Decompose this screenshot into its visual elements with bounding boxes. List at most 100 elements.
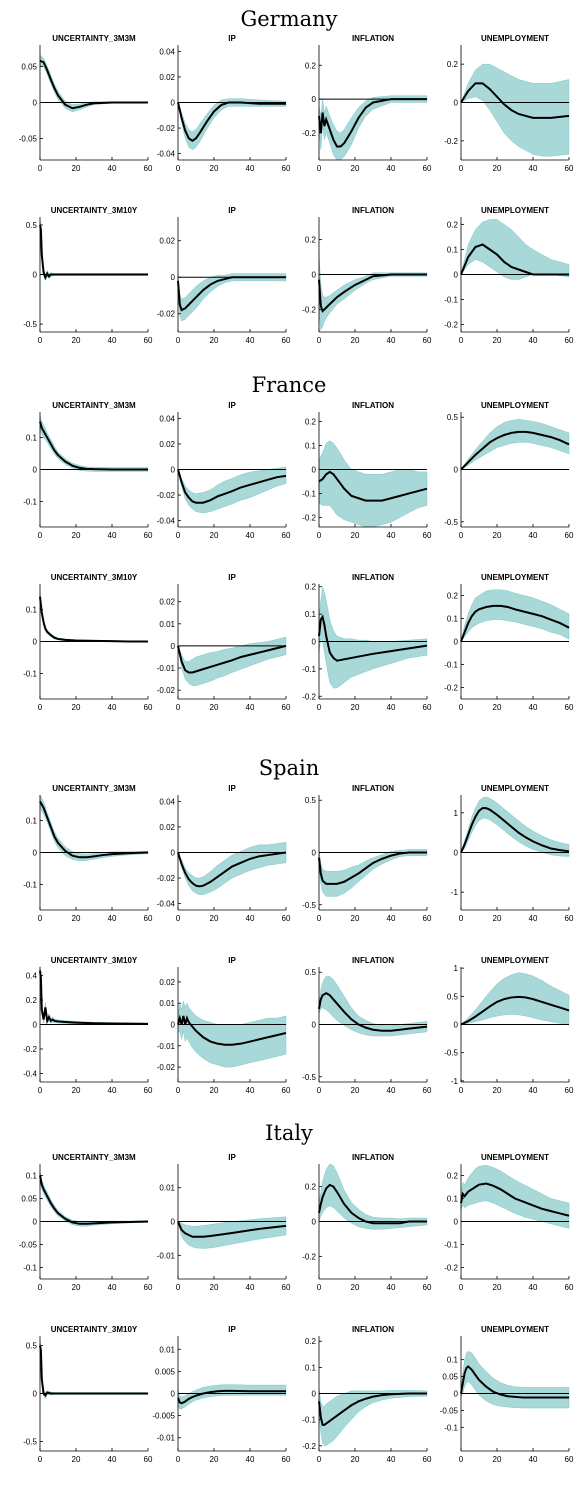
y-tick-label: 0.5 <box>305 796 317 805</box>
x-tick-label: 40 <box>529 1086 538 1095</box>
y-tick-label: 0 <box>454 849 459 858</box>
y-tick-label: 0 <box>454 466 459 475</box>
panel-germany-inflation: INFLATION 0.2 0 -0.2 0 20 40 60 <box>302 34 432 173</box>
x-tick-label: 40 <box>108 1455 117 1464</box>
x-tick-label: 0 <box>38 1086 43 1095</box>
x-tick-label: 40 <box>246 1086 255 1095</box>
panel-title: UNEMPLOYMENT <box>481 956 549 965</box>
confidence-band <box>177 98 287 151</box>
panel-title: UNCERTAINTY_3M10Y <box>51 956 138 965</box>
x-tick-label: 0 <box>176 1455 181 1464</box>
x-tick-label: 60 <box>565 531 574 540</box>
panel-title: INFLATION <box>352 206 394 215</box>
y-tick-label: 0.01 <box>159 1184 175 1193</box>
confidence-band <box>460 63 570 157</box>
x-tick-label: 40 <box>246 164 255 173</box>
x-tick-label: 40 <box>387 1455 396 1464</box>
y-tick-label: 0 <box>312 638 317 647</box>
y-tick-label: 0 <box>33 638 38 647</box>
confidence-band <box>460 1164 570 1229</box>
y-tick-label: 0.5 <box>447 992 459 1001</box>
x-tick-label: 40 <box>246 336 255 345</box>
panel-italy-ip: IP 0.01 0 -0.01 0 20 40 60 <box>157 1153 291 1292</box>
y-tick-label: -0.1 <box>23 497 37 506</box>
x-tick-label: 60 <box>144 531 153 540</box>
confidence-band <box>39 415 149 472</box>
x-tick-label: 60 <box>423 336 432 345</box>
x-tick-label: 20 <box>351 1283 360 1292</box>
x-tick-label: 0 <box>176 336 181 345</box>
confidence-band <box>460 1350 570 1409</box>
y-tick-label: 0.2 <box>305 1337 317 1346</box>
x-tick-label: 40 <box>246 1455 255 1464</box>
x-tick-label: 40 <box>529 336 538 345</box>
x-tick-label: 40 <box>529 703 538 712</box>
y-tick-label: 0.5 <box>26 221 38 230</box>
panel-title: INFLATION <box>352 956 394 965</box>
y-tick-label: -0.2 <box>302 1442 316 1451</box>
x-tick-label: 60 <box>565 1086 574 1095</box>
y-tick-label: -0.1 <box>444 1423 458 1432</box>
confidence-band <box>177 273 287 322</box>
y-tick-label: 0.02 <box>159 978 175 987</box>
panel-title: INFLATION <box>352 784 394 793</box>
x-tick-label: 20 <box>210 164 219 173</box>
y-tick-label: -0.2 <box>444 1264 458 1273</box>
y-tick-label: -0.02 <box>157 686 176 695</box>
y-tick-label: 0 <box>33 99 38 108</box>
y-tick-label: 0 <box>33 1218 38 1227</box>
y-tick-label: 0 <box>171 849 176 858</box>
x-tick-label: 0 <box>459 531 464 540</box>
panel-germany-ip: IP 0.02 0 -0.02 0 20 40 60 <box>157 206 291 345</box>
panel-title: UNCERTAINTY_3M3M <box>52 401 136 410</box>
y-tick-label: 0.2 <box>447 1172 459 1181</box>
x-tick-label: 0 <box>176 703 181 712</box>
y-tick-label: 0 <box>312 466 317 475</box>
x-tick-label: 40 <box>387 914 396 923</box>
x-tick-label: 40 <box>246 914 255 923</box>
y-tick-label: 0 <box>454 271 459 280</box>
x-tick-label: 0 <box>317 531 322 540</box>
x-tick-label: 20 <box>493 336 502 345</box>
y-tick-label: -0.5 <box>444 1049 458 1058</box>
x-tick-label: 60 <box>565 703 574 712</box>
x-tick-label: 20 <box>351 164 360 173</box>
x-tick-label: 20 <box>493 164 502 173</box>
x-tick-label: 40 <box>246 703 255 712</box>
y-tick-label: 0.2 <box>305 1183 317 1192</box>
confidence-band <box>177 636 287 686</box>
y-tick-label: 0 <box>33 466 38 475</box>
y-tick-label: 0.2 <box>305 418 317 427</box>
y-tick-label: -1 <box>451 1077 459 1086</box>
y-tick-label: -0.2 <box>444 321 458 330</box>
response-line <box>460 1182 570 1217</box>
y-tick-label: -0.2 <box>444 684 458 693</box>
x-tick-label: 60 <box>282 914 291 923</box>
y-tick-label: -0.2 <box>302 1252 316 1261</box>
y-tick-label: -0.5 <box>302 1073 316 1082</box>
response-line <box>318 851 427 885</box>
y-tick-label: 0.2 <box>447 60 459 69</box>
x-tick-label: 40 <box>108 703 117 712</box>
x-tick-label: 40 <box>246 531 255 540</box>
x-tick-label: 0 <box>459 1086 464 1095</box>
y-tick-label: 0 <box>312 1218 317 1227</box>
response-line <box>460 1365 569 1399</box>
x-tick-label: 60 <box>144 1086 153 1095</box>
y-tick-label: 0.05 <box>21 1195 37 1204</box>
y-tick-label: -0.1 <box>444 661 458 670</box>
panel-title: IP <box>228 573 236 582</box>
y-tick-label: 0.2 <box>305 236 317 245</box>
y-tick-label: 0.02 <box>159 823 175 832</box>
x-tick-label: 40 <box>529 531 538 540</box>
y-tick-label: 0.1 <box>305 610 317 619</box>
x-tick-label: 60 <box>282 703 291 712</box>
x-tick-label: 20 <box>210 1283 219 1292</box>
x-tick-label: 20 <box>493 531 502 540</box>
y-tick-label: -0.1 <box>444 296 458 305</box>
panel-title: UNCERTAINTY_3M10Y <box>51 573 138 582</box>
